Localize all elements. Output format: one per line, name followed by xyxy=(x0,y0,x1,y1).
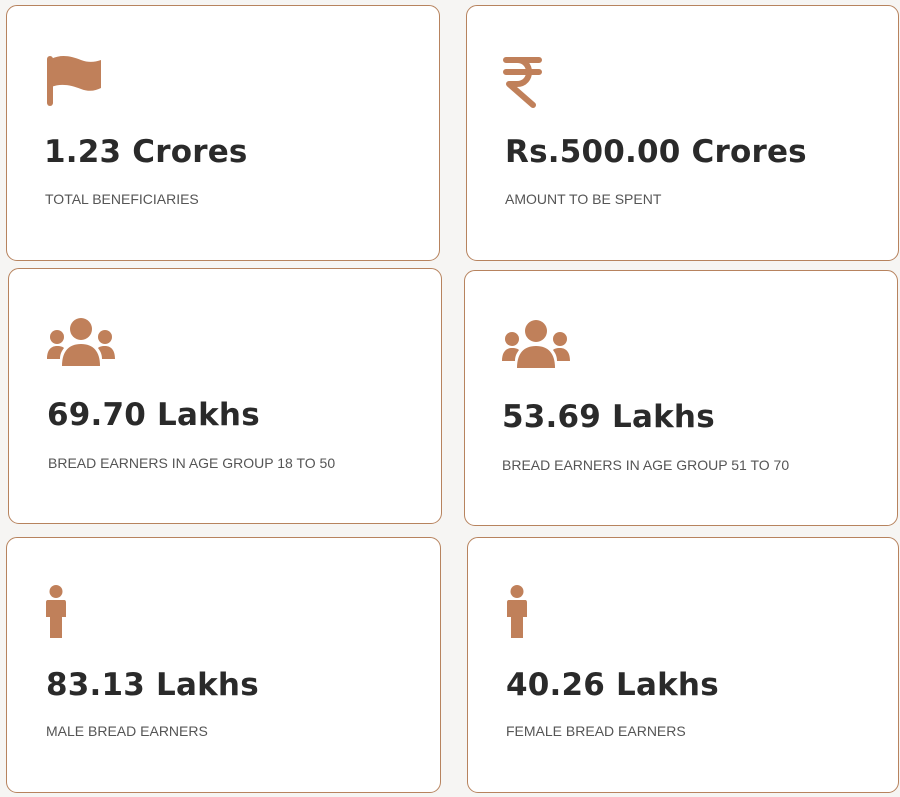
rupee-icon xyxy=(503,57,542,108)
stat-label: AMOUNT TO BE SPENT xyxy=(505,191,662,207)
users-icon xyxy=(47,318,115,366)
stat-card-total-beneficiaries: 1.23 Crores TOTAL BENEFICIARIES xyxy=(6,5,440,261)
stat-label: FEMALE BREAD EARNERS xyxy=(506,723,686,739)
stat-value: 83.13 Lakhs xyxy=(46,667,259,703)
stat-label: BREAD EARNERS IN AGE GROUP 51 TO 70 xyxy=(502,457,790,473)
stat-value: 1.23 Crores xyxy=(44,134,248,170)
stat-value: 40.26 Lakhs xyxy=(506,667,719,703)
male-icon xyxy=(46,585,66,638)
stat-card-age-18-50: 69.70 Lakhs BREAD EARNERS IN AGE GROUP 1… xyxy=(8,268,442,524)
stat-card-female-earners: 40.26 Lakhs FEMALE BREAD EARNERS xyxy=(467,537,899,793)
stat-label: MALE BREAD EARNERS xyxy=(46,723,208,739)
stat-value: Rs.500.00 Crores xyxy=(505,134,807,170)
users-icon xyxy=(502,320,570,368)
stat-label: TOTAL BENEFICIARIES xyxy=(45,191,199,207)
flag-icon xyxy=(47,56,101,106)
stat-card-age-51-70: 53.69 Lakhs BREAD EARNERS IN AGE GROUP 5… xyxy=(464,270,898,526)
stat-value: 53.69 Lakhs xyxy=(502,399,715,435)
stat-value: 69.70 Lakhs xyxy=(47,397,260,433)
stat-label: BREAD EARNERS IN AGE GROUP 18 TO 50 xyxy=(48,455,336,471)
female-icon xyxy=(507,585,527,638)
stat-card-amount-spent: Rs.500.00 Crores AMOUNT TO BE SPENT xyxy=(466,5,899,261)
stat-card-male-earners: 83.13 Lakhs MALE BREAD EARNERS xyxy=(6,537,441,793)
